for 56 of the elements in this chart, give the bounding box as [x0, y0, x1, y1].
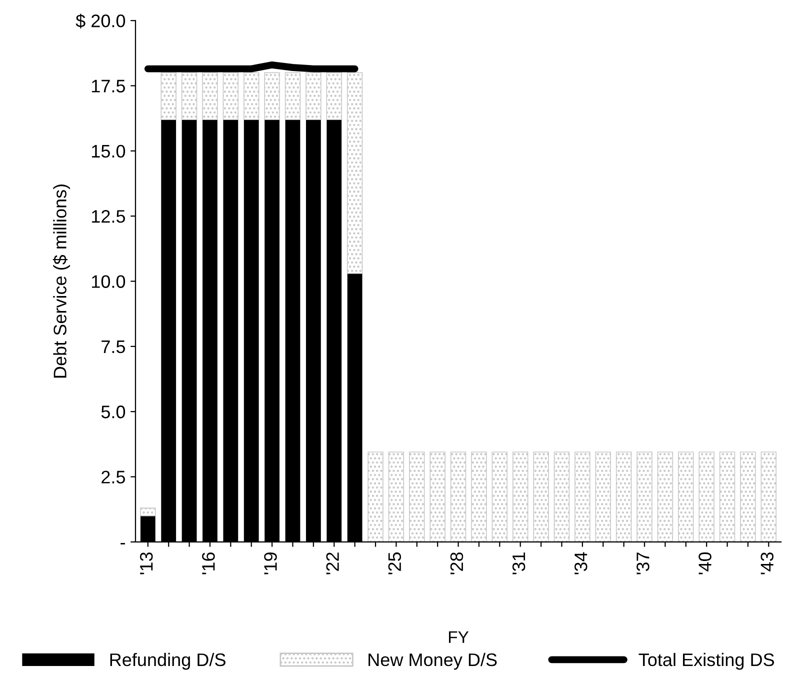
- bar: [388, 452, 404, 542]
- x-tick-label: '16: [202, 552, 215, 574]
- bar: [181, 72, 198, 120]
- legend-label: New Money D/S: [368, 652, 497, 670]
- y-tick-label: 7.5: [102, 340, 126, 354]
- bar: [554, 452, 570, 542]
- y-tick-label: 2.5: [102, 470, 126, 484]
- x-tick-label: '31: [512, 552, 526, 574]
- y-tick-label: 5.0: [101, 406, 126, 418]
- y-tick-label: 10.0: [92, 275, 126, 288]
- bar: [574, 452, 590, 542]
- bar: [222, 72, 239, 120]
- bar: [202, 72, 218, 120]
- x-tick-label: '37: [636, 552, 650, 574]
- bar: [740, 452, 756, 542]
- x-tick-label: '22: [326, 552, 339, 574]
- bar: [595, 452, 611, 542]
- y-tick-label: 17.5: [92, 80, 126, 92]
- y-tick-label: $ 20.0: [76, 14, 126, 28]
- bar: [678, 452, 694, 542]
- bar: [346, 72, 363, 274]
- bar: [264, 72, 280, 120]
- bar: [160, 72, 176, 120]
- bar: [636, 452, 652, 542]
- bar: [471, 452, 487, 542]
- x-tick-label: '13: [140, 552, 153, 574]
- bar: [140, 508, 156, 516]
- bar: [368, 452, 384, 542]
- y-tick-label: 12.5: [92, 210, 126, 223]
- bar: [512, 452, 528, 542]
- bar: [719, 452, 736, 542]
- bar: [760, 452, 777, 542]
- bar: [450, 452, 466, 542]
- y-axis-title: Debt Service ($ millions): [52, 184, 70, 378]
- legend-label: Total Existing DS: [638, 652, 774, 670]
- legend-label: Refunding D/S: [110, 652, 226, 670]
- bar: [284, 72, 301, 120]
- bar: [616, 452, 632, 542]
- x-tick-label: '28: [450, 552, 464, 574]
- x-tick-label: '25: [388, 552, 402, 574]
- x-axis-title: FY: [448, 631, 469, 643]
- bar: [326, 72, 342, 120]
- x-tick-label: '34: [574, 552, 588, 574]
- bar: [657, 452, 674, 542]
- x-tick-label: '19: [264, 552, 277, 574]
- bar: [492, 452, 508, 542]
- y-tick-label: 15.0: [92, 144, 126, 158]
- bar: [243, 72, 260, 120]
- bar: [409, 452, 425, 542]
- y-tick-label: -: [120, 542, 125, 544]
- bar: [430, 452, 446, 542]
- x-tick-label: '40: [698, 552, 712, 574]
- bar: [698, 452, 714, 542]
- bar: [533, 452, 549, 542]
- bar: [306, 72, 322, 120]
- x-tick-label: '43: [760, 552, 774, 574]
